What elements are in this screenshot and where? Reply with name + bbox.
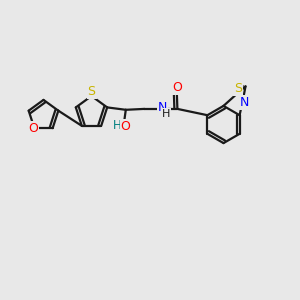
Text: N: N (240, 96, 249, 109)
Text: H: H (162, 109, 170, 119)
Text: H: H (112, 119, 121, 132)
Text: S: S (88, 85, 95, 98)
Text: O: O (121, 120, 130, 133)
Text: S: S (234, 82, 242, 95)
Text: N: N (158, 100, 167, 114)
Text: O: O (172, 80, 182, 94)
Text: O: O (28, 122, 38, 135)
